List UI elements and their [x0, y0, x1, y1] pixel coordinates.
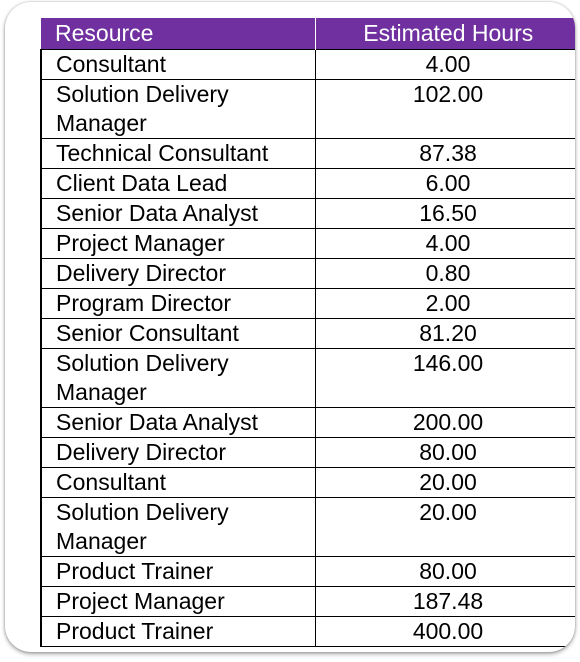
resource-cell: Senior Data Analyst: [40, 407, 316, 438]
resource-cell: Project Manager: [40, 228, 316, 259]
table-row: Client Data Lead 6.00: [40, 168, 575, 199]
table-row: Project Manager 4.00: [40, 228, 575, 259]
resource-cell: Delivery Director: [40, 258, 316, 289]
hours-cell: 2.00: [314, 288, 575, 319]
hours-cell: 200.00: [314, 407, 575, 438]
table-row: Solution Delivery Manager 146.00: [40, 348, 575, 408]
table-body: Consultant 4.00 Solution Delivery Manager…: [40, 49, 575, 647]
table-container: Resource Estimated Hours Consultant 4.00 …: [40, 18, 575, 647]
table-row: Consultant 4.00: [40, 49, 575, 80]
table-row: Consultant 20.00: [40, 467, 575, 498]
resource-cell: Senior Consultant: [40, 318, 316, 349]
resource-cell: Solution Delivery Manager: [40, 497, 316, 557]
hours-cell: 87.38: [314, 138, 575, 169]
table-row: Solution Delivery Manager 102.00: [40, 79, 575, 139]
hours-cell: 4.00: [314, 228, 575, 259]
hours-cell: 146.00: [314, 348, 575, 408]
resource-cell: Technical Consultant: [40, 138, 316, 169]
resource-cell: Consultant: [40, 49, 316, 80]
table-row: Solution Delivery Manager 20.00: [40, 497, 575, 557]
resource-cell: Product Trainer: [40, 556, 316, 587]
hours-cell: 20.00: [314, 497, 575, 557]
header-estimated-hours: Estimated Hours: [315, 18, 575, 50]
hours-cell: 0.80: [314, 258, 575, 289]
hours-cell: 81.20: [314, 318, 575, 349]
table-row: Senior Consultant 81.20: [40, 318, 575, 349]
table-row: Project Manager 187.48: [40, 586, 575, 617]
resource-cell: Project Manager: [40, 586, 316, 617]
table-row: Product Trainer 400.00: [40, 616, 575, 647]
header-row: Resource Estimated Hours: [41, 18, 575, 50]
resource-cell: Consultant: [40, 467, 316, 498]
table-row: Technical Consultant 87.38: [40, 138, 575, 169]
table-row: Senior Data Analyst 16.50: [40, 198, 575, 229]
resource-hours-table: Resource Estimated Hours Consultant 4.00 …: [40, 18, 575, 647]
table-row: Product Trainer 80.00: [40, 556, 575, 587]
table-row: Delivery Director 80.00: [40, 437, 575, 468]
resource-cell: Delivery Director: [40, 437, 316, 468]
resource-cell: Solution Delivery Manager: [40, 79, 316, 139]
hours-cell: 6.00: [314, 168, 575, 199]
header-resource: Resource: [41, 18, 316, 50]
hours-cell: 80.00: [314, 556, 575, 587]
hours-cell: 20.00: [314, 467, 575, 498]
hours-cell: 400.00: [314, 616, 575, 647]
resource-cell: Solution Delivery Manager: [40, 348, 316, 408]
hours-cell: 187.48: [314, 586, 575, 617]
table-row: Delivery Director 0.80: [40, 258, 575, 289]
resource-cell: Product Trainer: [40, 616, 316, 647]
resource-cell: Program Director: [40, 288, 316, 319]
resource-cell: Client Data Lead: [40, 168, 316, 199]
table-row: Program Director 2.00: [40, 288, 575, 319]
resource-cell: Senior Data Analyst: [40, 198, 316, 229]
hours-cell: 4.00: [314, 49, 575, 80]
rounded-frame: Resource Estimated Hours Consultant 4.00 …: [5, 2, 575, 652]
hours-cell: 102.00: [314, 79, 575, 139]
table-row: Senior Data Analyst 200.00: [40, 407, 575, 438]
hours-cell: 16.50: [314, 198, 575, 229]
hours-cell: 80.00: [314, 437, 575, 468]
